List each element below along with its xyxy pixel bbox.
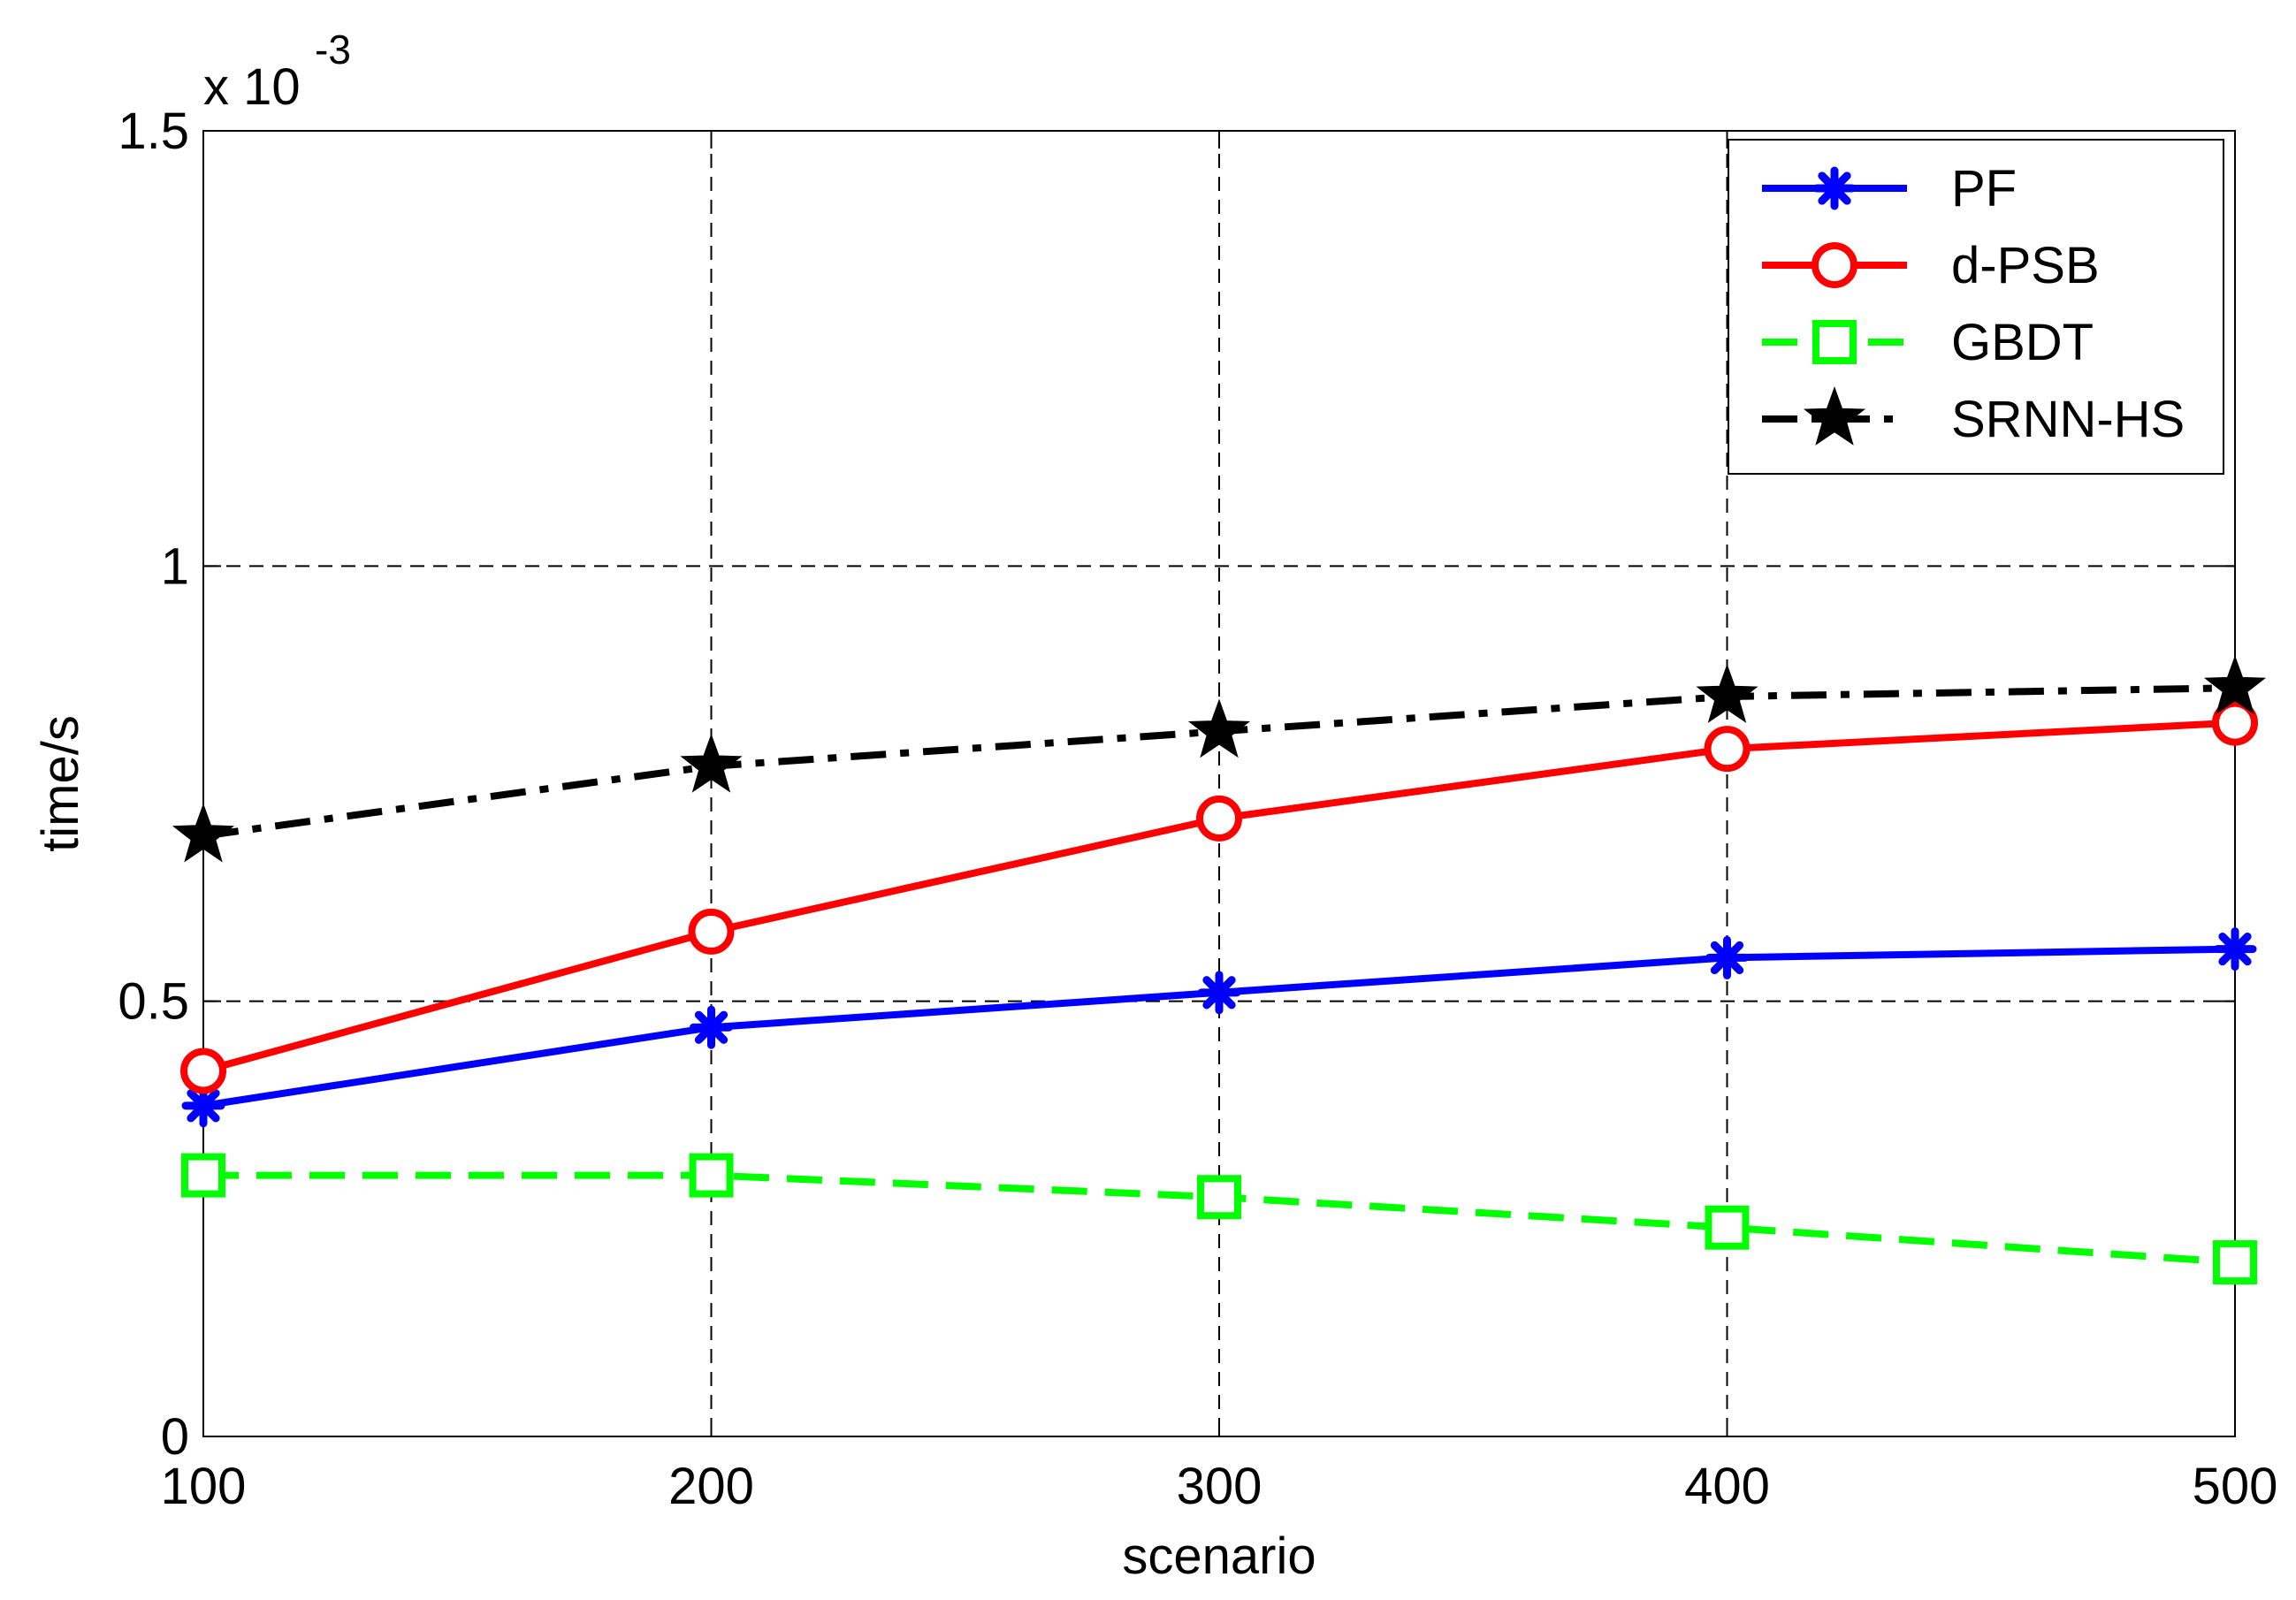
series-d-PSB <box>180 699 2258 1094</box>
data-point-PF <box>181 1084 225 1128</box>
data-point-GBDT <box>1705 1205 1750 1250</box>
legend-label: SRNN-HS <box>1951 391 2185 448</box>
x-tick-label: 500 <box>2193 1458 2278 1515</box>
y-axis-multiplier: x 10 <box>203 58 301 116</box>
y-axis-label: time/s <box>32 715 89 852</box>
data-point-PF <box>1197 971 1241 1015</box>
legend-marker <box>1812 166 1857 210</box>
x-tick-label: 200 <box>668 1458 754 1515</box>
data-point-d-PSB <box>688 908 735 955</box>
data-point-SRNN-HS <box>2203 655 2267 715</box>
data-point-GBDT <box>2213 1240 2257 1285</box>
data-point-PF <box>1705 935 1749 979</box>
data-point-SRNN-HS <box>1696 664 1758 723</box>
data-point-GBDT <box>689 1153 734 1198</box>
series-group <box>172 655 2267 1285</box>
legend-item-PF: PF <box>1762 160 2017 217</box>
legend-box <box>1728 139 2224 475</box>
data-point-GBDT <box>181 1153 225 1198</box>
x-tick-label: 400 <box>1684 1458 1770 1515</box>
y-axis: 0 0.5 1 1.5 <box>118 103 2235 1466</box>
legend-item-GBDT: GBDT <box>1762 314 2094 371</box>
data-point-d-PSB <box>1196 795 1242 842</box>
data-point-d-PSB <box>180 1048 226 1094</box>
y-tick-label: 0.5 <box>118 973 189 1031</box>
legend-label: d-PSB <box>1951 237 2100 294</box>
x-tick-label: 100 <box>161 1458 247 1515</box>
data-point-PF <box>2213 927 2257 971</box>
data-point-d-PSB <box>2212 699 2258 746</box>
x-axis: 100 200 300 400 500 <box>161 131 2278 1515</box>
series-GBDT <box>181 1153 2257 1285</box>
data-point-PF <box>690 1005 733 1049</box>
x-axis-label: scenario <box>1122 1528 1316 1585</box>
y-axis-multiplier-exponent: -3 <box>315 27 351 72</box>
data-point-SRNN-HS <box>172 803 235 863</box>
x-tick-label: 300 <box>1177 1458 1262 1515</box>
series-PF <box>181 927 2257 1128</box>
legend: PF d-PSB GBDT SRNN-HS <box>1728 139 2224 475</box>
data-point-d-PSB <box>1704 726 1751 773</box>
y-tick-label: 0 <box>161 1408 189 1466</box>
data-point-SRNN-HS <box>1187 698 1251 758</box>
legend-item-SRNN-HS: SRNN-HS <box>1762 386 2185 448</box>
legend-item-d-PSB: d-PSB <box>1762 237 2100 294</box>
y-tick-label: 1.5 <box>118 103 189 160</box>
data-point-GBDT <box>1197 1175 1241 1220</box>
legend-marker <box>1812 242 1857 288</box>
series-SRNN-HS <box>172 655 2267 863</box>
data-point-SRNN-HS <box>680 733 743 793</box>
legend-marker <box>1803 386 1866 446</box>
y-tick-label: 1 <box>161 537 189 595</box>
legend-label: PF <box>1951 160 2017 217</box>
legend-marker <box>1812 320 1857 364</box>
legend-label: GBDT <box>1951 314 2094 371</box>
